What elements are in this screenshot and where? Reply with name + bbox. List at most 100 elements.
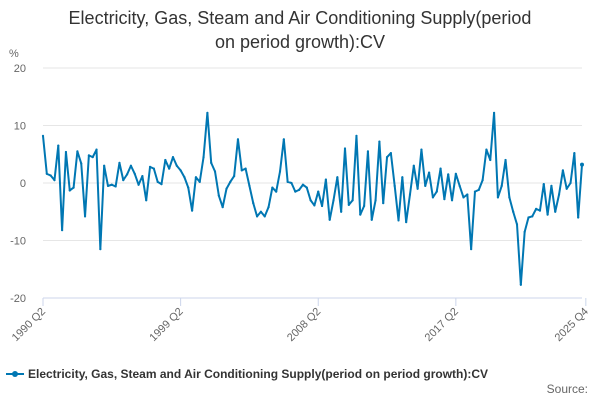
data-point: [363, 204, 366, 208]
data-point: [366, 150, 370, 153]
data-point: [309, 199, 312, 202]
data-point: [137, 183, 140, 186]
x-tick-label: 2008 Q2: [285, 306, 323, 344]
data-point: [538, 209, 542, 212]
data-point: [416, 187, 419, 190]
data-point: [225, 187, 228, 190]
data-point: [141, 175, 144, 178]
data-point: [294, 190, 297, 193]
data-point: [519, 283, 522, 286]
gridlines: [43, 67, 582, 241]
series-points: [41, 111, 584, 286]
data-point: [221, 206, 224, 209]
data-point: [148, 165, 152, 168]
data-point: [118, 161, 121, 164]
y-tick-label: 0: [20, 178, 26, 190]
data-point: [110, 183, 113, 186]
data-point: [45, 172, 48, 175]
data-point: [473, 190, 477, 193]
data-point: [577, 216, 580, 219]
data-point: [286, 180, 289, 183]
data-point: [298, 188, 301, 191]
data-point: [133, 172, 136, 175]
data-point: [91, 156, 94, 159]
data-point: [76, 150, 79, 153]
data-point: [512, 210, 515, 213]
data-point: [443, 198, 446, 201]
data-point: [340, 210, 343, 213]
data-point: [190, 209, 194, 212]
data-point: [515, 223, 519, 226]
data-point: [145, 199, 148, 202]
data-point: [431, 196, 435, 199]
x-tick-label: 1990 Q2: [10, 306, 48, 344]
data-point: [546, 213, 549, 216]
data-point: [129, 164, 133, 167]
data-point: [229, 180, 232, 183]
data-point: [80, 162, 83, 165]
legend[interactable]: Electricity, Gas, Steam and Air Conditio…: [6, 364, 600, 384]
data-point: [389, 152, 392, 155]
data-point: [351, 199, 354, 202]
data-point: [500, 184, 503, 187]
data-point: [424, 184, 427, 187]
data-point: [481, 179, 484, 182]
data-point: [64, 150, 68, 154]
series-line[interactable]: [42, 111, 583, 286]
data-point: [187, 186, 190, 189]
chart-title-line-2: on period growth):CV: [214, 32, 386, 52]
data-point: [359, 213, 362, 216]
data-point: [573, 152, 576, 155]
data-point: [103, 164, 106, 167]
data-point: [61, 229, 64, 232]
data-point: [122, 179, 125, 182]
data-point: [393, 184, 396, 187]
data-point: [179, 169, 182, 172]
data-point: [370, 218, 373, 221]
data-point: [336, 176, 339, 179]
data-point: [420, 148, 423, 151]
data-point: [72, 186, 75, 189]
y-tick-label: 10: [14, 121, 26, 133]
y-tick-label: -10: [10, 236, 26, 248]
data-point: [412, 164, 415, 167]
data-point: [523, 230, 526, 233]
data-point: [164, 158, 167, 162]
data-point: [267, 206, 270, 209]
data-point: [462, 196, 465, 199]
y-tick-label: 20: [14, 63, 26, 75]
data-point: [87, 154, 90, 157]
data-point: [175, 164, 178, 167]
data-point: [68, 189, 71, 192]
data-point: [397, 219, 400, 222]
data-point: [489, 158, 492, 162]
data-point: [374, 199, 377, 202]
data-point: [508, 196, 511, 199]
data-point: [236, 138, 240, 141]
data-point: [439, 167, 442, 170]
data-point: [202, 156, 205, 159]
data-point: [492, 111, 496, 114]
data-point: [569, 181, 572, 185]
data-point: [485, 148, 488, 151]
data-point: [53, 179, 56, 182]
data-point: [183, 176, 186, 179]
data-point: [565, 187, 568, 190]
data-point: [275, 190, 278, 193]
data-point: [504, 158, 507, 162]
y-axis-label: %: [9, 48, 19, 60]
data-point: [466, 193, 469, 196]
data-point: [83, 215, 87, 218]
data-point: [213, 170, 217, 173]
data-point: [470, 248, 473, 251]
data-point: [57, 144, 60, 147]
data-point: [210, 161, 213, 164]
data-point: [385, 156, 389, 159]
data-point: [290, 181, 293, 185]
data-point: [447, 173, 450, 176]
data-point: [49, 174, 52, 177]
data-point: [531, 215, 534, 218]
data-point: [198, 180, 201, 183]
data-point: [355, 134, 358, 137]
data-point: [244, 167, 247, 170]
